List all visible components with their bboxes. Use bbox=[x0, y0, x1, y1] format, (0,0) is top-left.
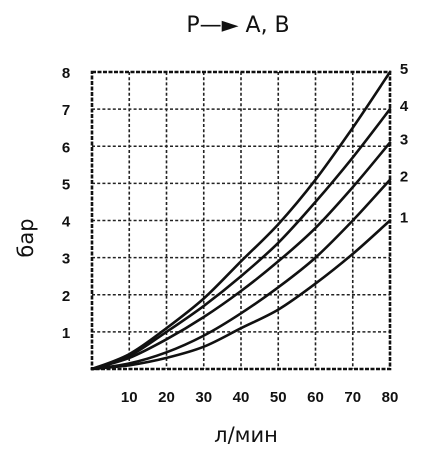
y-tick-label: 3 bbox=[62, 251, 70, 268]
y-tick-label: 4 bbox=[62, 214, 71, 231]
x-tick-label: 20 bbox=[158, 389, 175, 406]
y-axis-ticks: 1 2 3 4 5 6 7 8 bbox=[62, 65, 71, 342]
x-tick-label: 60 bbox=[307, 389, 324, 406]
curve-label-1: 1 bbox=[400, 210, 408, 227]
y-tick-label: 1 bbox=[62, 325, 70, 342]
curve-label-2: 2 bbox=[400, 169, 408, 186]
y-tick-label: 7 bbox=[62, 102, 70, 119]
curve-label-5: 5 bbox=[400, 61, 408, 78]
x-tick-label: 70 bbox=[344, 389, 361, 406]
x-tick-label: 50 bbox=[270, 389, 287, 406]
y-tick-label: 2 bbox=[62, 288, 70, 305]
y-axis-label: бар bbox=[14, 218, 38, 257]
curve-label-3: 3 bbox=[400, 132, 408, 149]
y-tick-label: 6 bbox=[62, 139, 70, 156]
curve-3 bbox=[90, 141, 392, 371]
y-tick-label: 5 bbox=[62, 176, 70, 193]
x-tick-label: 80 bbox=[382, 389, 399, 406]
chart-title: P—► A, B bbox=[186, 13, 289, 38]
curve-5 bbox=[90, 70, 392, 371]
curve-label-4: 4 bbox=[400, 98, 409, 115]
x-axis-ticks: 10 20 30 40 50 60 70 80 bbox=[121, 389, 398, 406]
grid bbox=[92, 72, 390, 369]
x-axis-label: л/мин bbox=[214, 423, 278, 447]
curves bbox=[90, 70, 392, 371]
curve-2 bbox=[90, 178, 392, 371]
x-tick-label: 30 bbox=[195, 389, 212, 406]
y-tick-label: 8 bbox=[62, 65, 70, 82]
curve-1 bbox=[90, 219, 392, 371]
x-tick-label: 40 bbox=[233, 389, 250, 406]
curve-labels: 1 2 3 4 5 bbox=[400, 61, 409, 227]
x-tick-label: 10 bbox=[121, 389, 138, 406]
curve-4 bbox=[90, 107, 392, 371]
